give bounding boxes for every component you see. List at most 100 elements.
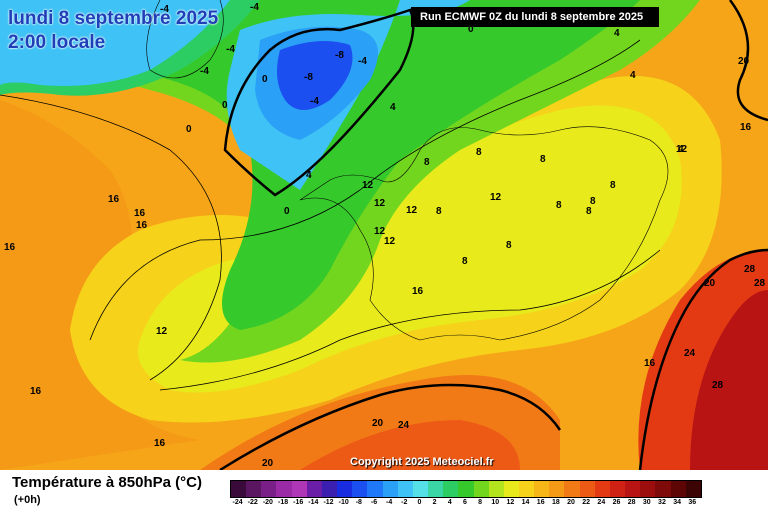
color-scale-labels: -24 -22 -20 -18 -16 -14 -12 -10 -8 -6 -4 -2 0 2 4 6 8 10 1… (230, 499, 700, 511)
temperature-map: -4 -4 -4 -8 -8 -4 -4 -4 0 0 0 0 0 4 4 4 4 4 20 16 8 8 8 8 12 12 12… (0, 0, 768, 470)
legend-swatch (655, 481, 671, 497)
legend-value: 20 (567, 499, 575, 506)
isotherm-value-label: 16 (644, 358, 656, 369)
isotherm-value-label: -8 (304, 72, 313, 83)
lead-time: (+0h) (14, 494, 41, 506)
legend-swatch (367, 481, 383, 497)
isotherm-value-label: 8 (462, 256, 468, 267)
isotherm-value-label: 12 (384, 236, 396, 247)
isotherm-labels: -4-4-4-8-8-4-4-4000004444420168888121212… (4, 2, 766, 469)
legend-swatch (428, 481, 444, 497)
color-scale-legend (230, 480, 702, 498)
legend-value: 28 (627, 499, 636, 506)
isotherm-value-label: 12 (156, 326, 168, 337)
legend-swatch (261, 481, 277, 497)
legend-swatch (579, 481, 595, 497)
legend-value: -16 (293, 499, 304, 506)
isotherm-thin-3 (159, 249, 661, 391)
legend-value: 2 (432, 499, 437, 506)
isotherm-value-label: 0 (468, 24, 474, 35)
isotherm-value-label: -4 (250, 2, 259, 13)
isotherm-value-label: 24 (398, 420, 410, 431)
coastline-greenland (146, 0, 224, 79)
legend-swatch (458, 481, 474, 497)
legend-value: 4 (447, 499, 452, 506)
isotherm-twenty-south (219, 383, 562, 470)
isotherm-value-label: 8 (590, 196, 596, 207)
legend-value: 14 (521, 499, 530, 506)
legend-swatch (321, 481, 338, 497)
legend-swatch (564, 481, 580, 497)
isotherm-value-label: 12 (362, 180, 374, 191)
isotherm-value-label: 12 (676, 144, 688, 155)
isotherm-value-label: -4 (226, 44, 235, 55)
run-info-box: Run ECMWF 0Z du lundi 8 septembre 2025 (411, 7, 659, 27)
legend-swatch (306, 481, 322, 497)
east-very-hot-zone (690, 290, 768, 470)
isotherm-value-label: 4 (678, 144, 684, 155)
legend-swatch (473, 481, 489, 497)
isotherm-twenty-east (638, 248, 768, 470)
isotherm-value-label: -8 (335, 50, 344, 61)
isotherm-value-label: 12 (374, 198, 386, 209)
legend-swatch (518, 481, 535, 497)
isotherm-value-label: 12 (406, 205, 418, 216)
coldest-core (276, 41, 353, 110)
legend-value: -12 (323, 499, 334, 506)
legend-value: -24 (232, 499, 243, 506)
legend-swatch (549, 481, 565, 497)
legend-swatch (382, 481, 398, 497)
isotherm-value-label: 0 (222, 100, 228, 111)
isotherm-value-label: 16 (30, 386, 42, 397)
isotherm-value-label: 4 (390, 102, 396, 113)
legend-swatch (503, 481, 519, 497)
legend-value: 12 (506, 499, 515, 506)
isotherm-value-label: 8 (476, 147, 482, 158)
legend-value: 30 (642, 499, 651, 506)
legend-swatch (685, 481, 701, 497)
isotherm-value-label: 8 (506, 240, 512, 251)
isotherm-value-label: -4 (160, 4, 169, 15)
legend-swatch (397, 481, 413, 497)
isotherm-value-label: 16 (740, 122, 752, 133)
legend-value: 16 (536, 499, 545, 506)
isotherm-value-label: 16 (108, 194, 120, 205)
isotherm-value-label: 16 (154, 438, 166, 449)
legend-value: 26 (612, 499, 621, 506)
isotherm-value-label: 8 (436, 206, 442, 217)
legend-swatch (534, 481, 550, 497)
isotherm-value-label: 0 (262, 74, 268, 85)
africa-hot-zone (300, 420, 520, 470)
legend-swatch (443, 481, 459, 497)
legend-value: 8 (478, 499, 483, 506)
legend-swatch (291, 481, 307, 497)
legend-swatch (412, 481, 429, 497)
legend-value: 24 (597, 499, 606, 506)
map-local-time: 2:00 locale (8, 32, 106, 53)
isotherm-value-label: 28 (712, 380, 724, 391)
legend-value: 36 (688, 499, 697, 506)
legend-swatch (488, 481, 504, 497)
legend-value: -22 (247, 499, 258, 506)
isotherm-value-label: 8 (424, 157, 430, 168)
legend-value: -4 (386, 499, 393, 506)
isotherm-value-label: 4 (614, 28, 620, 39)
legend-swatch (640, 481, 656, 497)
legend-value: -14 (308, 499, 319, 506)
isotherm-zero (223, 8, 415, 197)
isotherm-value-label: 8 (586, 206, 592, 217)
legend-value: -18 (277, 499, 289, 506)
isotherm-value-label: 16 (412, 286, 424, 297)
isotherm-value-label: 20 (704, 278, 716, 289)
isotherm-value-label: 20 (738, 56, 750, 67)
isotherm-value-label: 4 (306, 170, 312, 181)
isotherm-value-label: -4 (310, 96, 319, 107)
isotherm-value-label: -4 (358, 56, 367, 67)
legend-swatch (594, 481, 610, 497)
legend-swatch (276, 481, 292, 497)
legend-swatch (670, 481, 686, 497)
legend-value: -8 (355, 499, 362, 506)
legend-swatch (609, 481, 626, 497)
isotherm-value-label: -4 (200, 66, 209, 77)
legend-value: 18 (551, 499, 560, 506)
